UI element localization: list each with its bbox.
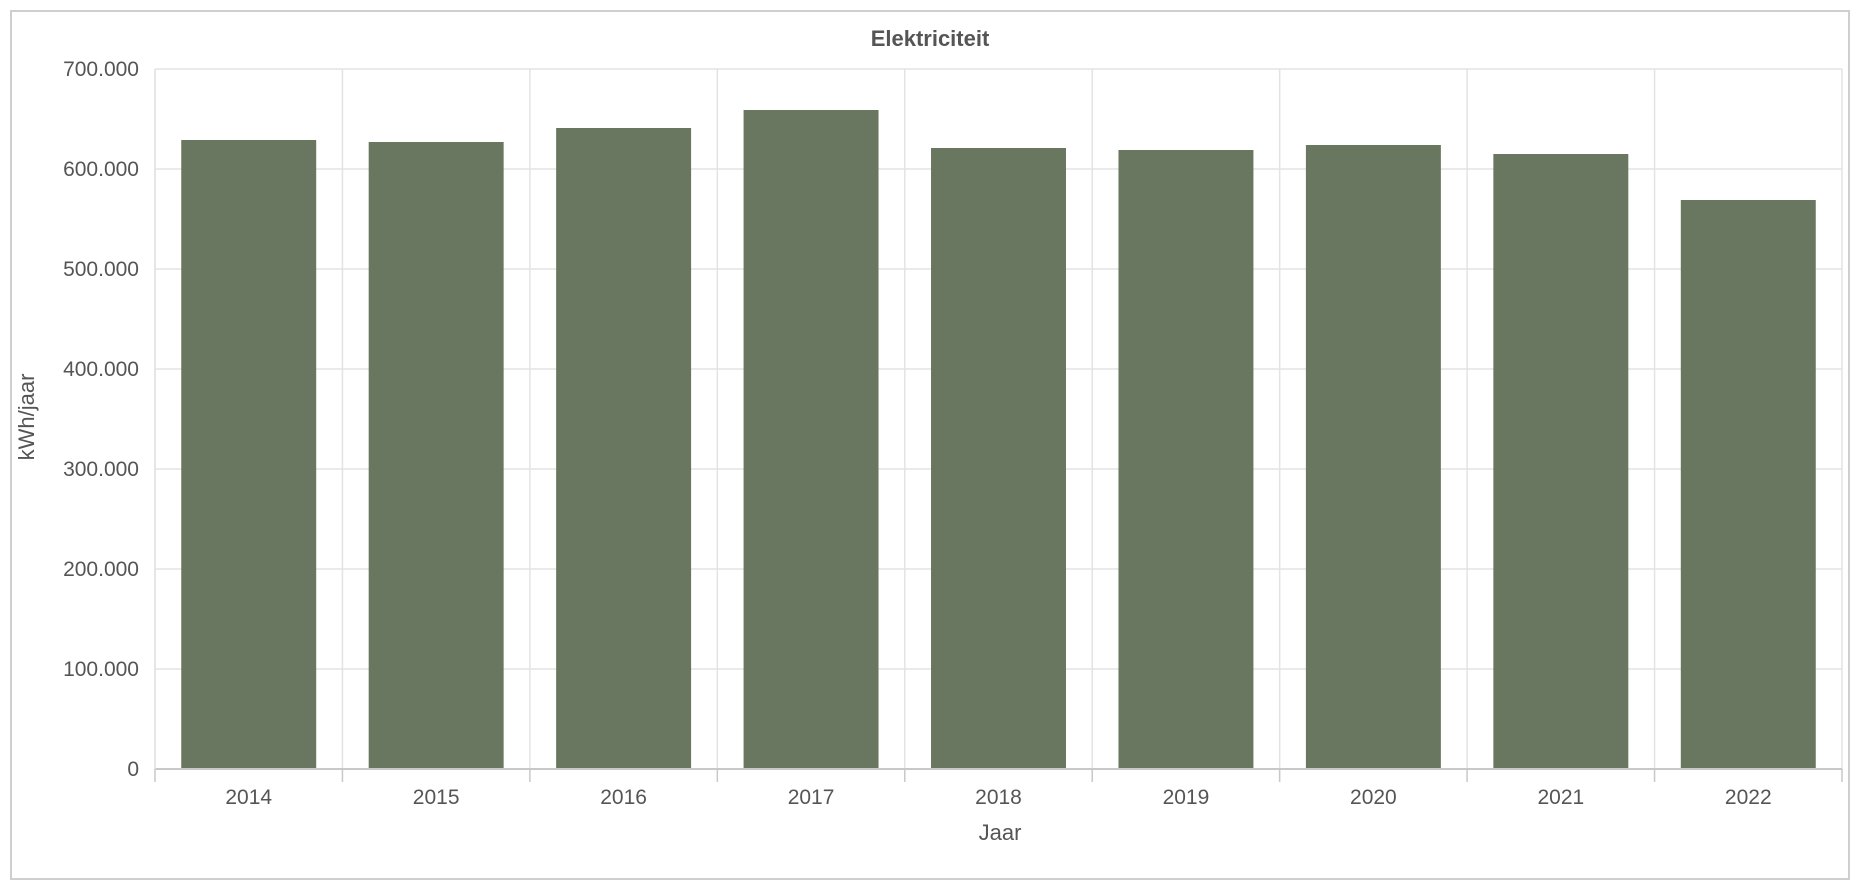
y-tick-label: 400.000 [63,358,139,381]
x-tick-label: 2022 [1725,786,1772,809]
bar-2020 [1305,145,1441,769]
bar-2016 [556,128,692,769]
x-tick-label: 2014 [225,786,272,809]
x-tick-label: 2016 [600,786,647,809]
bar-2017 [743,110,879,769]
x-tick-label: 2019 [1163,786,1210,809]
y-tick-label: 200.000 [63,558,139,581]
y-tick-label: 600.000 [63,158,139,181]
bar-2018 [931,148,1066,769]
y-tick-label: 500.000 [63,258,139,281]
x-tick-labels: 2014 2015 2016 2017 2018 2019 2020 2021 2022 [225,786,1771,809]
y-tick-label: 700.000 [63,58,139,81]
chart-title: Elektriciteit [871,26,990,51]
x-tick-label: 2017 [788,786,835,809]
y-tick-label: 0 [127,758,139,781]
bars [181,110,1816,769]
x-tick-label: 2018 [975,786,1022,809]
x-tick-label: 2021 [1537,786,1584,809]
x-tick-label: 2020 [1350,786,1397,809]
y-tick-label: 100.000 [63,658,139,681]
x-tick-label: 2015 [413,786,460,809]
y-tick-labels: 0 100.000 200.000 300.000 400.000 500.000 600.… [63,58,139,781]
axes [154,69,1843,782]
y-axis-title: kWh/jaar [14,374,39,461]
y-tick-label: 300.000 [63,458,139,481]
x-axis-title: Jaar [979,820,1022,845]
bar-2019 [1118,150,1254,769]
bar-2014 [181,140,317,769]
bar-2021 [1493,154,1629,769]
bar-2022 [1680,200,1816,769]
bar-2015 [368,142,504,769]
